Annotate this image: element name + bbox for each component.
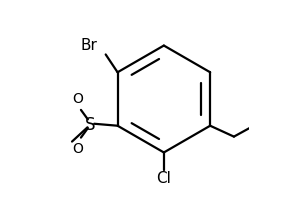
Text: O: O (73, 92, 83, 106)
Text: S: S (85, 116, 95, 134)
Text: O: O (73, 142, 83, 156)
Text: Cl: Cl (156, 171, 171, 186)
Text: Br: Br (81, 38, 98, 53)
